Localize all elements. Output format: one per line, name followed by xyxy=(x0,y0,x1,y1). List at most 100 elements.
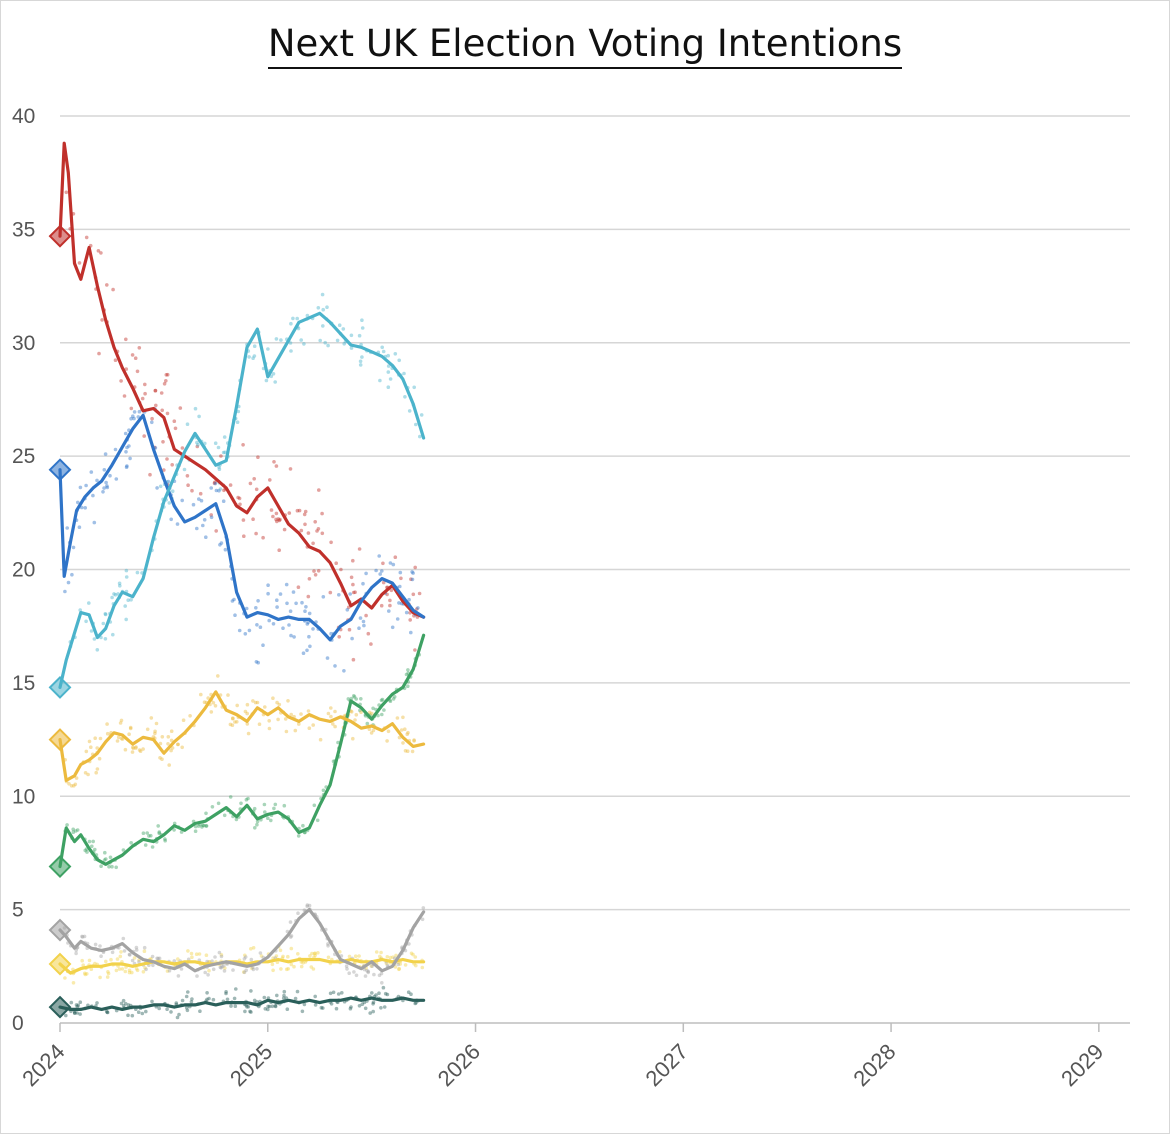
series-line-other xyxy=(58,907,426,973)
poll-dot xyxy=(275,605,279,609)
poll-dot xyxy=(269,508,274,512)
poll-dot xyxy=(261,643,265,647)
poll-dot xyxy=(64,1013,68,1018)
poll-dot xyxy=(411,952,415,957)
poll-dot xyxy=(98,944,102,948)
poll-dot xyxy=(254,606,258,610)
x-tick-label: 2028 xyxy=(848,1039,900,1091)
poll-dot xyxy=(185,422,190,427)
poll-dot xyxy=(421,906,426,910)
poll-dot xyxy=(294,601,298,606)
poll-dot xyxy=(293,728,298,733)
poll-dot xyxy=(123,604,127,608)
poll-dot xyxy=(275,993,279,998)
poll-dot xyxy=(115,957,120,961)
poll-dot xyxy=(388,561,393,565)
poll-dot xyxy=(377,991,381,995)
poll-dot xyxy=(129,841,133,845)
poll-dot xyxy=(223,450,227,455)
poll-dot xyxy=(136,1010,141,1014)
poll-dot xyxy=(296,834,301,838)
poll-dot xyxy=(395,716,400,720)
poll-dot xyxy=(336,740,340,745)
poll-dot xyxy=(151,963,155,968)
poll-dot xyxy=(121,1004,126,1008)
poll-dot xyxy=(360,318,364,323)
poll-dot xyxy=(393,352,398,356)
poll-dot xyxy=(249,989,253,993)
poll-dot xyxy=(409,577,413,581)
poll-dot xyxy=(288,609,293,613)
poll-dot xyxy=(313,953,318,958)
poll-dot xyxy=(311,967,316,971)
poll-dot xyxy=(391,562,396,567)
poll-dot xyxy=(311,723,316,727)
poll-dot xyxy=(145,727,150,732)
poll-dot xyxy=(305,622,310,626)
poll-dot xyxy=(270,1004,275,1009)
x-tick-label: 2024 xyxy=(17,1039,69,1091)
poll-dot xyxy=(124,568,129,573)
poll-dot xyxy=(420,965,425,970)
poll-dot xyxy=(103,637,108,641)
poll-dot xyxy=(371,706,375,711)
poll-dot xyxy=(285,1007,290,1011)
poll-dot xyxy=(180,446,185,450)
poll-dot xyxy=(162,468,166,472)
poll-dot xyxy=(286,967,291,971)
poll-dot xyxy=(357,547,362,551)
poll-dot xyxy=(352,970,356,974)
poll-dot xyxy=(329,714,333,719)
poll-dot xyxy=(176,742,180,747)
poll-dot xyxy=(284,582,289,587)
poll-dot xyxy=(345,967,349,971)
poll-dot xyxy=(193,829,198,833)
poll-dot xyxy=(193,824,198,829)
poll-dot xyxy=(83,972,88,977)
poll-dot xyxy=(242,970,247,975)
poll-dot xyxy=(347,971,352,975)
poll-dot xyxy=(123,1001,128,1006)
poll-dot xyxy=(165,411,170,416)
poll-dot xyxy=(277,518,282,523)
poll-dot xyxy=(138,749,143,753)
poll-dot xyxy=(97,756,102,761)
poll-dot xyxy=(167,968,172,973)
poll-dot xyxy=(232,597,236,602)
start-marker-reform-uk xyxy=(48,675,72,699)
poll-dot xyxy=(347,954,352,959)
poll-dot xyxy=(311,627,315,631)
poll-dot xyxy=(105,975,110,979)
poll-dot xyxy=(357,626,361,630)
poll-dot xyxy=(381,561,385,566)
poll-dot xyxy=(413,1001,418,1006)
poll-dot xyxy=(391,955,395,959)
poll-dot xyxy=(119,718,124,723)
poll-dot xyxy=(91,493,95,498)
poll-dot xyxy=(258,951,263,955)
poll-dot xyxy=(94,770,98,775)
poll-dot xyxy=(381,349,386,354)
poll-dot xyxy=(84,483,88,488)
poll-dot xyxy=(245,711,249,716)
poll-dot xyxy=(369,731,374,735)
poll-dot xyxy=(155,956,159,961)
poll-dot xyxy=(119,379,123,383)
poll-dot xyxy=(76,500,80,505)
poll-dot xyxy=(354,973,359,978)
poll-dot xyxy=(190,955,194,959)
poll-dot xyxy=(127,968,132,973)
poll-dot xyxy=(252,477,256,481)
poll-dot xyxy=(305,903,310,907)
poll-dot xyxy=(170,489,175,494)
poll-dot xyxy=(282,527,287,532)
poll-dot xyxy=(207,968,211,973)
poll-dot xyxy=(381,580,386,585)
poll-dot xyxy=(143,843,148,847)
poll-dot xyxy=(180,745,184,750)
poll-dot xyxy=(256,455,260,460)
poll-dot xyxy=(387,609,391,613)
poll-dot xyxy=(302,342,306,346)
poll-dot xyxy=(401,715,405,720)
